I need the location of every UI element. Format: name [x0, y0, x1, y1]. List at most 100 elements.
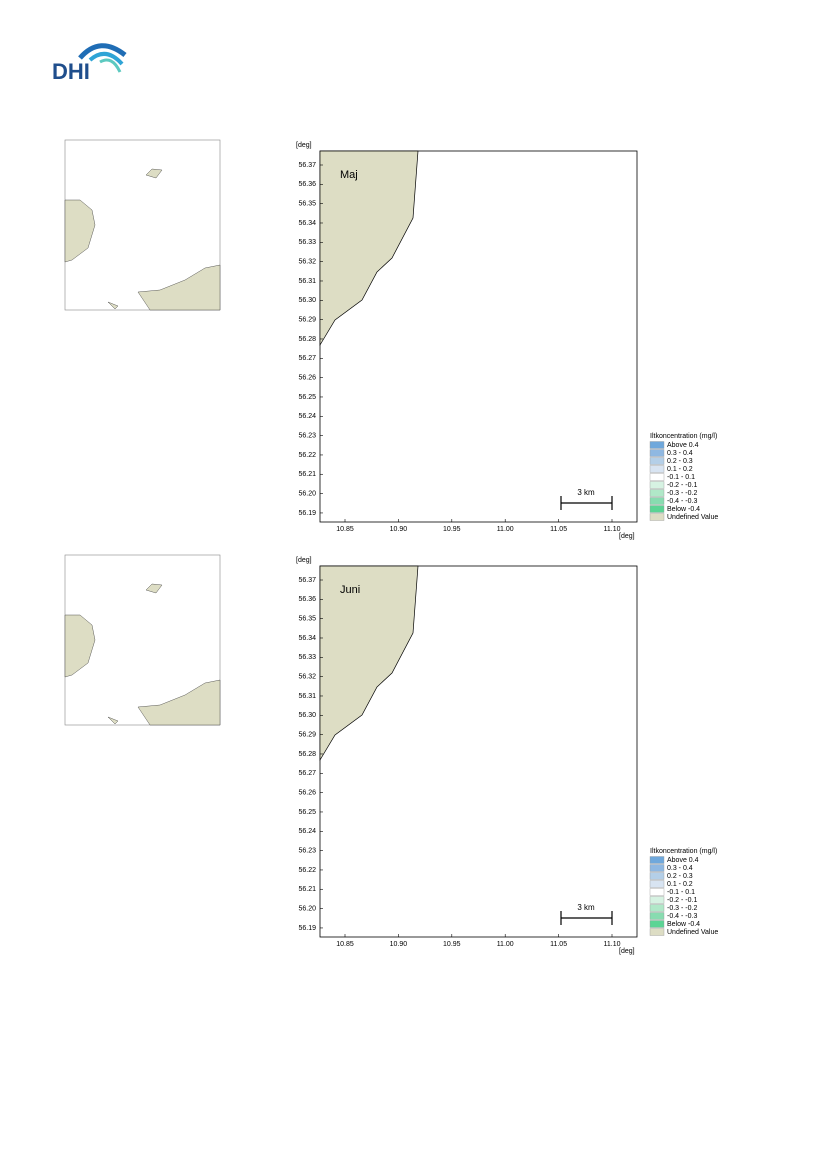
y-axis-unit: [deg] — [296, 557, 312, 564]
legend-swatch — [649, 473, 665, 481]
y-tick-label: 56.24 — [298, 413, 316, 420]
y-tick-label: 56.30 — [298, 297, 316, 304]
y-axis-unit: [deg] — [296, 142, 312, 149]
map-label: Maj — [340, 169, 358, 181]
y-tick-label: 56.30 — [298, 712, 316, 719]
legend-entry: Undefined Value — [667, 929, 718, 936]
x-tick-label: 11.05 — [550, 941, 567, 948]
logo-text: DHI — [52, 59, 90, 84]
legend-swatch — [649, 864, 665, 872]
land — [319, 565, 419, 762]
y-tick-label: 56.29 — [298, 316, 316, 323]
thumbnail-map — [64, 139, 221, 311]
thumbnail-map — [64, 554, 221, 726]
scale-bar — [560, 496, 613, 510]
y-tick-label: 56.33 — [298, 239, 316, 246]
y-tick-label: 56.23 — [298, 432, 316, 439]
x-tick-label: 10.85 — [336, 941, 354, 948]
x-tick-label: 10.95 — [443, 526, 461, 533]
map-label: Juni — [340, 584, 360, 596]
y-tick-label: 56.21 — [298, 471, 316, 478]
legend-entry: -0.3 - -0.2 — [667, 490, 697, 497]
legend-swatch — [649, 449, 665, 457]
legend-entry: -0.4 - -0.3 — [667, 498, 697, 505]
x-tick-label: 11.10 — [604, 526, 621, 533]
y-tick-label: 56.19 — [298, 925, 316, 932]
y-tick-label: 56.20 — [298, 905, 316, 912]
scale-bar-label: 3 km — [577, 488, 595, 497]
y-tick-label: 56.35 — [298, 616, 316, 623]
legend-entry: Undefined Value — [667, 514, 718, 521]
legend-swatch — [649, 497, 665, 505]
y-tick-label: 56.28 — [298, 751, 316, 758]
legend-swatch — [649, 513, 665, 521]
legend-swatch — [649, 904, 665, 912]
legend-swatch — [649, 505, 665, 513]
legend-swatch — [649, 856, 665, 864]
x-tick-label: 11.00 — [497, 941, 514, 948]
y-tick-label: 56.26 — [298, 789, 316, 796]
legend-entry: -0.1 - 0.1 — [667, 889, 695, 896]
y-tick-label: 56.36 — [298, 181, 316, 188]
legend-swatch — [649, 888, 665, 896]
x-tick-label: 10.90 — [390, 941, 408, 948]
logo: DHI — [52, 43, 127, 84]
x-tick-label: 10.95 — [443, 941, 461, 948]
y-tick-label: 56.32 — [298, 673, 316, 680]
y-tick-label: 56.20 — [298, 490, 316, 497]
legend-swatch — [649, 880, 665, 888]
legend-entry: 0.3 - 0.4 — [667, 865, 693, 872]
legend-entry: -0.3 - -0.2 — [667, 905, 697, 912]
legend-title: Iltkoncentration (mg/l) — [650, 433, 717, 440]
scale-bar-label: 3 km — [577, 903, 595, 912]
y-tick-label: 56.25 — [298, 394, 316, 401]
legend-entry: Below -0.4 — [667, 506, 700, 513]
legend-title: Iltkoncentration (mg/l) — [650, 848, 717, 855]
thumbnail-land — [107, 716, 119, 725]
legend-entry: -0.1 - 0.1 — [667, 474, 695, 481]
legend-entry: 0.2 - 0.3 — [667, 873, 693, 880]
thumbnail-land — [145, 583, 163, 594]
thumbnail-land — [64, 614, 96, 678]
y-tick-label: 56.34 — [298, 220, 316, 227]
x-tick-label: 10.85 — [336, 526, 354, 533]
y-tick-label: 56.24 — [298, 828, 316, 835]
y-tick-label: 56.25 — [298, 809, 316, 816]
x-axis-unit: [deg] — [619, 948, 635, 955]
y-tick-label: 56.29 — [298, 731, 316, 738]
y-tick-label: 56.22 — [298, 452, 316, 459]
thumbnail-land — [137, 264, 221, 311]
legend-swatch — [649, 920, 665, 928]
legend-entry: -0.2 - -0.1 — [667, 482, 697, 489]
x-axis-unit: [deg] — [619, 533, 635, 540]
legend-entry: -0.2 - -0.1 — [667, 897, 697, 904]
legend-entry: 0.1 - 0.2 — [667, 466, 693, 473]
y-tick-label: 56.27 — [298, 770, 316, 777]
thumbnail-land — [137, 679, 221, 726]
legend-swatch — [649, 489, 665, 497]
legend-entry: -0.4 - -0.3 — [667, 913, 697, 920]
y-tick-label: 56.26 — [298, 374, 316, 381]
y-tick-label: 56.33 — [298, 654, 316, 661]
y-tick-label: 56.28 — [298, 336, 316, 343]
y-tick-label: 56.32 — [298, 258, 316, 265]
scale-bar — [560, 911, 613, 925]
legend-swatch — [649, 441, 665, 449]
y-tick-label: 56.35 — [298, 201, 316, 208]
legend-swatch — [649, 912, 665, 920]
legend-swatch — [649, 928, 665, 936]
thumbnail-land — [107, 301, 119, 310]
x-tick-label: 11.05 — [550, 526, 567, 533]
thumbnail-land — [145, 168, 163, 179]
legend-swatch — [649, 465, 665, 473]
x-tick-label: 10.90 — [390, 526, 408, 533]
legend-swatch — [649, 896, 665, 904]
thumbnail-land — [64, 199, 96, 263]
y-tick-label: 56.31 — [298, 693, 316, 700]
x-tick-label: 11.00 — [497, 526, 514, 533]
y-tick-label: 56.27 — [298, 355, 316, 362]
y-tick-label: 56.19 — [298, 510, 316, 517]
y-tick-label: 56.37 — [298, 162, 316, 169]
legend-entry: 0.3 - 0.4 — [667, 450, 693, 457]
